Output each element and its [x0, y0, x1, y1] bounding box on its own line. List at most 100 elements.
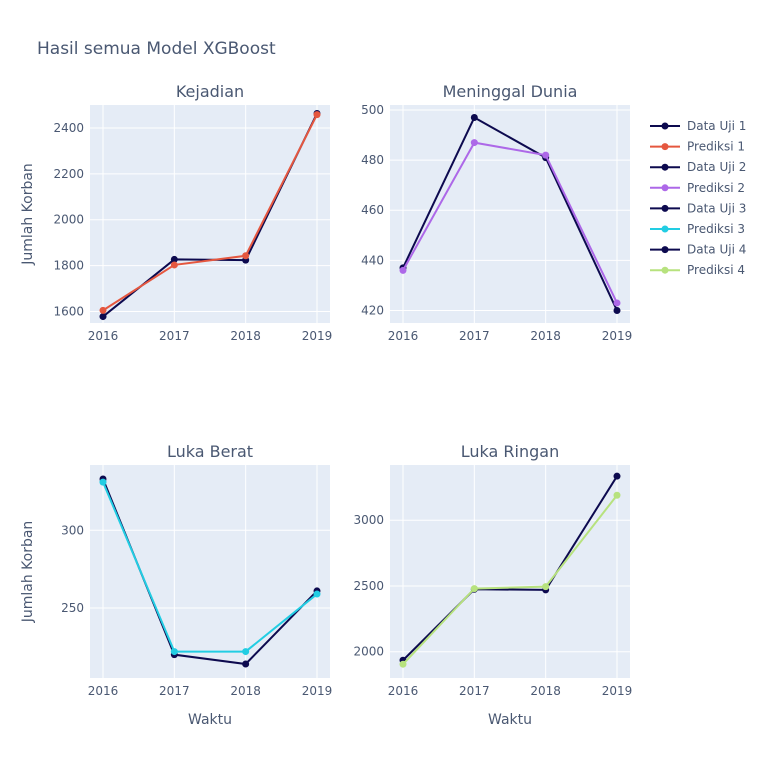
legend-swatch-marker: [661, 163, 669, 171]
series-prediksi-2: [399, 139, 621, 307]
legend-label: Prediksi 1: [687, 140, 745, 154]
data-point[interactable]: [542, 151, 550, 159]
data-point[interactable]: [613, 472, 621, 480]
x-tick-label: 2018: [530, 684, 561, 698]
legend-item-data-uji-2[interactable]: Data Uji 2: [650, 160, 746, 174]
legend-swatch-marker: [661, 266, 669, 274]
y-tick-label: 500: [361, 103, 384, 117]
legend-label: Data Uji 3: [687, 201, 746, 215]
series-line: [402, 475, 618, 661]
data-point[interactable]: [99, 478, 107, 486]
x-tick-label: 2017: [459, 684, 490, 698]
y-tick-label: 2200: [53, 167, 84, 181]
x-tick-label: 2019: [302, 684, 333, 698]
data-point[interactable]: [542, 583, 550, 591]
legend-label: Data Uji 4: [687, 243, 746, 257]
legend-swatch-marker: [661, 184, 669, 192]
y-tick-label: 2000: [353, 645, 384, 659]
series-prediksi-4: [399, 491, 621, 668]
legend-item-data-uji-4[interactable]: Data Uji 4: [650, 243, 746, 257]
plot-area: [90, 465, 330, 678]
x-tick-label: 2019: [602, 329, 633, 343]
x-tick-label: 2017: [159, 684, 190, 698]
y-tick-label: 2000: [53, 213, 84, 227]
data-point[interactable]: [470, 585, 478, 593]
subplot-meninggal-dunia: 2016 2017 2018 2019 420 440 460 480 500 Meninggal…: [361, 82, 632, 343]
subplot-title: Luka Ringan: [461, 442, 559, 461]
data-point[interactable]: [613, 299, 621, 307]
legend-label: Data Uji 2: [687, 160, 746, 174]
data-point[interactable]: [170, 261, 178, 269]
series-line: [102, 114, 318, 312]
data-point[interactable]: [313, 590, 321, 598]
figure-title: Hasil semua Model XGBoost: [37, 39, 276, 59]
subplot-title: Luka Berat: [167, 442, 253, 461]
data-point[interactable]: [399, 660, 407, 668]
x-tick-label: 2018: [230, 329, 261, 343]
x-tick-label: 2016: [88, 684, 119, 698]
y-axis-label: Jumlah Korban: [20, 521, 36, 624]
y-tick-label: 1600: [53, 305, 84, 319]
x-tick-label: 2016: [88, 329, 119, 343]
y-tick-label: 300: [61, 523, 84, 537]
x-tick-label: 2016: [388, 329, 419, 343]
series-line: [402, 494, 618, 665]
data-point[interactable]: [313, 111, 321, 119]
y-tick-label: 2400: [53, 121, 84, 135]
subplot-grid: 2016 2017 2018 2019 1600 1800 2000 2200 2400 Keja…: [20, 82, 632, 728]
y-tick-label: 440: [361, 253, 384, 267]
x-tick-label: 2019: [302, 329, 333, 343]
y-tick-label: 1800: [53, 259, 84, 273]
subplot-kejadian: 2016 2017 2018 2019 1600 1800 2000 2200 2400 Keja…: [20, 82, 332, 343]
y-tick-label: 3000: [353, 513, 384, 527]
legend-item-prediksi-1[interactable]: Prediksi 1: [650, 140, 745, 154]
data-point[interactable]: [99, 313, 107, 321]
legend-item-prediksi-2[interactable]: Prediksi 2: [650, 181, 745, 195]
x-tick-label: 2016: [388, 684, 419, 698]
legend-item-prediksi-3[interactable]: Prediksi 3: [650, 222, 745, 236]
data-point[interactable]: [470, 139, 478, 147]
x-tick-label: 2018: [230, 684, 261, 698]
legend-item-prediksi-4[interactable]: Prediksi 4: [650, 263, 745, 277]
y-tick-label: 250: [61, 601, 84, 615]
series-line: [402, 116, 618, 311]
series-line: [402, 141, 618, 304]
legend-label: Prediksi 3: [687, 222, 745, 236]
data-point[interactable]: [242, 648, 250, 656]
legend-swatch-marker: [661, 122, 669, 130]
legend-item-data-uji-3[interactable]: Data Uji 3: [650, 201, 746, 215]
y-tick-label: 420: [361, 303, 384, 317]
data-point[interactable]: [242, 252, 250, 260]
subplot-luka-ringan: 2016 2017 2018 2019 2000 2500 3000 Luka Ringan W…: [353, 442, 632, 728]
legend-swatch-marker: [661, 246, 669, 254]
series-line: [102, 481, 318, 653]
y-axis-label: Jumlah Korban: [20, 163, 36, 266]
series-prediksi-1: [99, 111, 321, 314]
x-tick-label: 2017: [459, 329, 490, 343]
x-axis-label: Waktu: [488, 712, 532, 728]
subplot-luka-berat: 2016 2017 2018 2019 250 300 Luka Berat Jumlah K…: [20, 442, 332, 728]
data-point[interactable]: [613, 306, 621, 314]
legend-swatch-marker: [661, 143, 669, 151]
series-prediksi-3: [99, 478, 321, 656]
x-tick-label: 2018: [530, 329, 561, 343]
legend-label: Data Uji 1: [687, 119, 746, 133]
data-point[interactable]: [170, 255, 178, 263]
y-tick-label: 480: [361, 153, 384, 167]
data-point[interactable]: [99, 306, 107, 314]
data-point[interactable]: [170, 648, 178, 656]
legend-label: Prediksi 4: [687, 263, 745, 277]
data-point[interactable]: [470, 114, 478, 122]
x-axis-label: Waktu: [188, 712, 232, 728]
data-point[interactable]: [399, 266, 407, 274]
data-point[interactable]: [613, 491, 621, 499]
legend-item-data-uji-1[interactable]: Data Uji 1: [650, 119, 746, 133]
x-tick-label: 2019: [602, 684, 633, 698]
data-point[interactable]: [242, 660, 250, 668]
legend-label: Prediksi 2: [687, 181, 745, 195]
plot-area: [90, 105, 330, 323]
plot-area: [390, 105, 630, 323]
legend[interactable]: Data Uji 1 Prediksi 1 Data Uji 2 Prediksi 2…: [650, 119, 746, 277]
y-tick-label: 460: [361, 203, 384, 217]
x-tick-label: 2017: [159, 329, 190, 343]
